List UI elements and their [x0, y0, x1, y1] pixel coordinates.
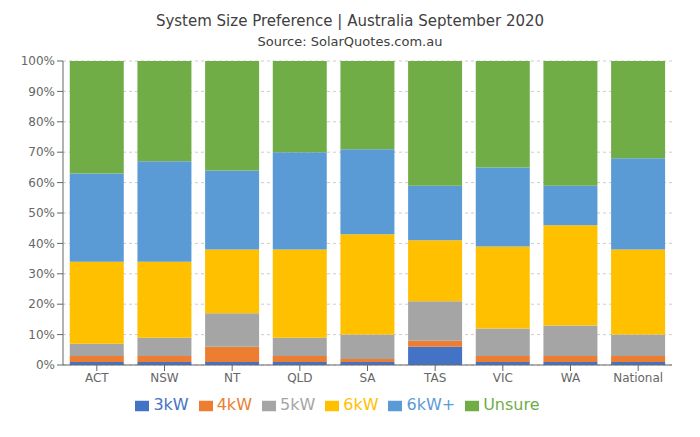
svg-text:70%: 70% — [28, 145, 55, 159]
svg-text:90%: 90% — [28, 85, 55, 99]
svg-text:50%: 50% — [28, 206, 55, 220]
svg-text:NSW: NSW — [150, 371, 179, 385]
html-text:4kW: 4kW — [216, 395, 252, 414]
html-text:6kW+: 6kW+ — [406, 395, 456, 414]
svg-text:WA: WA — [561, 371, 581, 385]
svg-text:TAS: TAS — [423, 371, 446, 385]
svg-text:10%: 10% — [28, 328, 55, 342]
svg-text:VIC: VIC — [493, 371, 513, 385]
html-text:3kW: 3kW — [153, 395, 189, 414]
svg-text:ACT: ACT — [85, 371, 109, 385]
svg-text:National: National — [613, 371, 663, 385]
svg-text:SA: SA — [359, 371, 376, 385]
svg-text:30%: 30% — [28, 267, 55, 281]
html-text:System Size Preference | Austr: System Size Preference | Australia Septe… — [155, 12, 545, 30]
svg-text:0%: 0% — [36, 358, 55, 372]
html-text:6kW: 6kW — [343, 395, 379, 414]
svg-text:20%: 20% — [28, 297, 55, 311]
html-text:Source: SolarQuotes.com.au: Source: SolarQuotes.com.au — [257, 34, 443, 49]
svg-text:60%: 60% — [28, 176, 55, 190]
svg-text:40%: 40% — [28, 237, 55, 251]
svg-text:100%: 100% — [21, 54, 55, 68]
html-text:5kW: 5kW — [280, 395, 316, 414]
html-text:Unsure: Unsure — [483, 395, 540, 414]
svg-text:NT: NT — [224, 371, 241, 385]
svg-text:80%: 80% — [28, 115, 55, 129]
svg-text:QLD: QLD — [287, 371, 312, 385]
